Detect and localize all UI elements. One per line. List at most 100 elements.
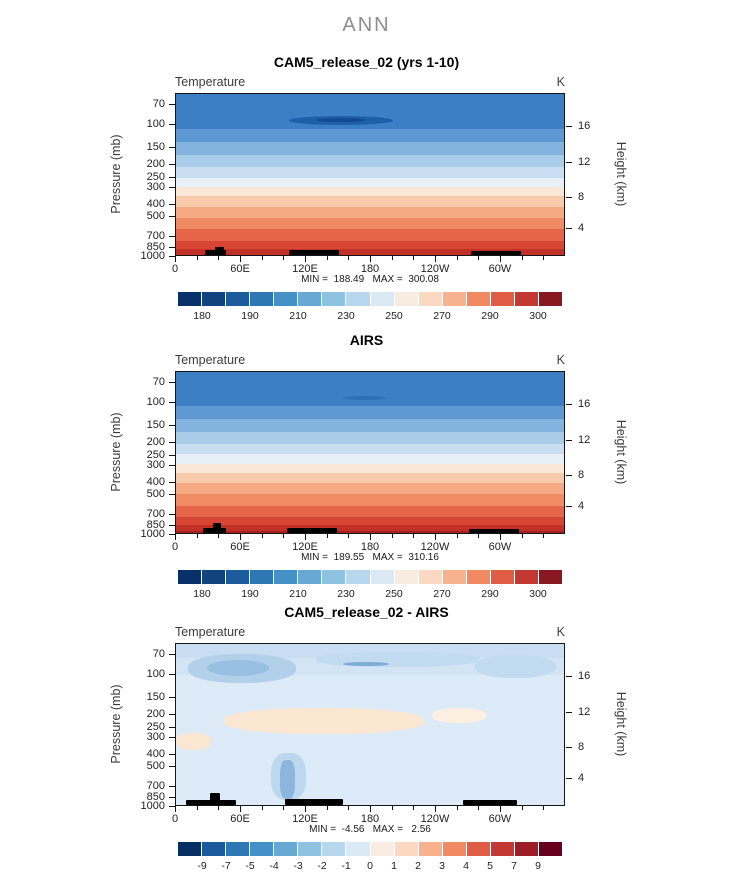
pressure-tick-label: 200 — [146, 157, 165, 170]
colorbar-segment — [346, 292, 370, 306]
colorbar-segment — [442, 292, 466, 306]
colorbar-tick-label: 180 — [193, 588, 211, 600]
pressure-tick-label: 70 — [152, 97, 165, 110]
height-tick-mark — [566, 126, 572, 128]
cool-anomaly-core — [207, 660, 270, 677]
longitude-tick-mark — [370, 806, 371, 812]
plot-header: Temperature K — [175, 625, 565, 639]
longitude-minor-tick-mark — [391, 256, 393, 260]
contour-band — [176, 674, 564, 805]
plot-header: Temperature K — [175, 353, 565, 367]
colorbar-segment — [442, 570, 466, 584]
longitude-minor-tick-mark — [283, 806, 285, 810]
colorbar-segment — [514, 570, 538, 584]
colorbar-segment — [418, 292, 442, 306]
longitude-tick-label: 60W — [488, 541, 512, 553]
pressure-tick-label: 500 — [146, 210, 165, 223]
height-tick-mark — [566, 746, 572, 748]
contour-band — [176, 206, 564, 218]
longitude-minor-tick-mark — [413, 806, 415, 810]
contour-band — [176, 129, 564, 143]
colorbar-segment — [490, 842, 514, 856]
contour-fill — [176, 372, 564, 533]
topography-mask — [284, 799, 343, 805]
colorbar-tick-label: 5 — [487, 860, 493, 872]
height-tick-label: 4 — [578, 500, 585, 513]
longitude-minor-tick-mark — [218, 806, 220, 810]
longitude-tick-label: 120E — [292, 263, 318, 275]
pressure-tick-label: 70 — [152, 375, 165, 388]
longitude-tick-mark — [435, 256, 436, 262]
y-axis-right-ticks: 16 12 8 4 — [566, 371, 636, 534]
longitude-tick-label: 60E — [230, 813, 250, 825]
longitude-tick-label: 60E — [230, 541, 250, 553]
plot-header: Temperature K — [175, 75, 565, 89]
contour-band — [176, 155, 564, 168]
longitude-tick-mark — [435, 806, 436, 812]
pressure-tick-mark — [169, 697, 175, 699]
panel-title: CAM5_release_02 (yrs 1-10) — [273, 54, 460, 70]
pressure-tick-mark — [169, 163, 175, 165]
longitude-minor-tick-mark — [218, 534, 220, 538]
contour-fill — [176, 94, 564, 255]
height-tick-label: 16 — [578, 398, 591, 411]
pressure-tick-label: 70 — [152, 647, 165, 660]
pressure-tick-mark — [169, 524, 175, 526]
contour-band — [176, 516, 564, 525]
pressure-tick-mark — [169, 481, 175, 483]
colorbar-segment — [538, 292, 562, 306]
pressure-tick-mark — [169, 796, 175, 798]
colorbar-segment — [514, 842, 538, 856]
longitude-minor-tick-mark — [283, 534, 285, 538]
colorbar — [178, 842, 562, 856]
pressure-tick-mark — [169, 124, 175, 126]
height-tick-mark — [566, 712, 572, 714]
colorbar-segment — [466, 292, 490, 306]
pressure-tick-mark — [169, 441, 175, 443]
chart-panel: AIRS Temperature K Pressure (mb) Height … — [0, 332, 733, 600]
longitude-minor-tick-mark — [326, 534, 328, 538]
warm-anomaly-patch — [432, 708, 487, 723]
colorbar-segment — [514, 292, 538, 306]
colorbar-segment — [274, 292, 298, 306]
colorbar-segment — [394, 842, 418, 856]
colorbar-tick-label: 190 — [241, 588, 259, 600]
colorbar-segment — [538, 570, 562, 584]
colorbar-segment — [466, 570, 490, 584]
colorbar-segment — [418, 842, 442, 856]
pressure-tick-mark — [169, 402, 175, 404]
height-tick-mark — [566, 404, 572, 406]
colorbar-tick-label: -7 — [221, 860, 231, 872]
colorbar-segment — [298, 842, 322, 856]
colorbar-segment — [178, 842, 202, 856]
colorbar-tick-label: 300 — [529, 588, 547, 600]
pressure-tick-label: 300 — [146, 731, 165, 744]
longitude-tick-mark — [240, 806, 241, 812]
chart-panel: CAM5_release_02 - AIRS Temperature K Pre… — [0, 604, 733, 872]
colorbar-tick-label: 3 — [439, 860, 445, 872]
longitude-tick-label: 120E — [292, 813, 318, 825]
colorbar-segment — [418, 570, 442, 584]
pressure-tick-mark — [169, 674, 175, 676]
colorbar-segment — [322, 292, 346, 306]
longitude-minor-tick-mark — [196, 806, 198, 810]
longitude-tick-mark — [175, 534, 176, 540]
pressure-tick-label: 850 — [146, 240, 165, 253]
height-tick-label: 12 — [578, 156, 591, 169]
plot-area — [175, 643, 565, 806]
longitude-minor-tick-mark — [478, 806, 480, 810]
colorbar-segment — [274, 842, 298, 856]
longitude-minor-tick-mark — [521, 534, 523, 538]
topography-mask — [212, 522, 221, 533]
longitude-tick-mark — [240, 534, 241, 540]
colorbar-tick-label: 270 — [433, 310, 451, 322]
pressure-tick-label: 500 — [146, 760, 165, 773]
longitude-tick-label: 60E — [230, 263, 250, 275]
longitude-tick-mark — [370, 534, 371, 540]
colorbar-segment — [202, 842, 226, 856]
longitude-minor-tick-mark — [478, 256, 480, 260]
longitude-tick-mark — [499, 534, 501, 540]
pressure-tick-label: 700 — [146, 507, 165, 520]
pressure-tick-mark — [169, 425, 175, 427]
height-tick-label: 8 — [578, 190, 585, 203]
